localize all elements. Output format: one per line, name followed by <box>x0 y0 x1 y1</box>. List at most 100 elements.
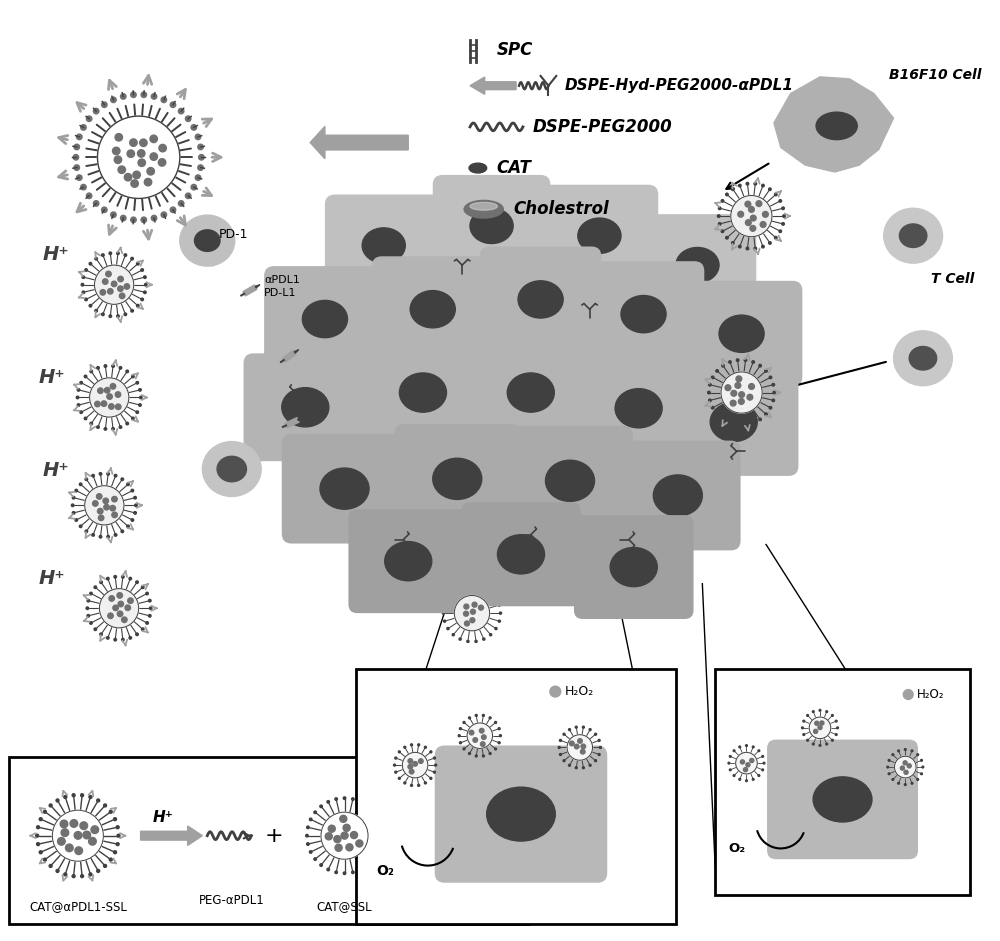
Ellipse shape <box>362 228 405 263</box>
Circle shape <box>122 617 127 623</box>
Circle shape <box>826 710 828 712</box>
Circle shape <box>335 871 337 873</box>
Circle shape <box>111 281 117 287</box>
Circle shape <box>447 628 449 630</box>
FancyBboxPatch shape <box>541 184 658 287</box>
Circle shape <box>126 423 128 424</box>
Circle shape <box>134 512 136 514</box>
Circle shape <box>470 617 475 623</box>
Circle shape <box>60 821 68 828</box>
Circle shape <box>97 869 100 872</box>
Circle shape <box>306 835 308 837</box>
Circle shape <box>398 777 400 779</box>
Circle shape <box>99 589 139 628</box>
Circle shape <box>327 869 330 870</box>
Circle shape <box>735 383 741 389</box>
Circle shape <box>137 305 139 307</box>
Circle shape <box>127 525 129 528</box>
FancyBboxPatch shape <box>480 247 601 352</box>
Circle shape <box>64 795 67 799</box>
Circle shape <box>900 766 904 770</box>
Circle shape <box>320 805 322 807</box>
Ellipse shape <box>487 788 555 841</box>
Circle shape <box>490 591 492 593</box>
Circle shape <box>82 276 85 279</box>
Ellipse shape <box>894 331 952 386</box>
Circle shape <box>569 728 570 730</box>
Circle shape <box>599 746 601 748</box>
Circle shape <box>430 751 432 753</box>
Circle shape <box>114 818 116 821</box>
Circle shape <box>137 150 145 157</box>
Circle shape <box>447 597 449 598</box>
Circle shape <box>112 365 114 367</box>
Circle shape <box>812 743 814 745</box>
Circle shape <box>729 756 731 758</box>
Circle shape <box>97 508 103 514</box>
Text: B16F10 Cell: B16F10 Cell <box>889 68 981 82</box>
Circle shape <box>95 310 97 312</box>
Circle shape <box>718 223 721 225</box>
Circle shape <box>131 310 133 312</box>
Circle shape <box>495 722 497 724</box>
Ellipse shape <box>470 208 513 244</box>
FancyBboxPatch shape <box>433 175 550 277</box>
Circle shape <box>119 425 122 428</box>
FancyBboxPatch shape <box>507 426 633 535</box>
Circle shape <box>352 871 354 873</box>
Circle shape <box>732 188 734 190</box>
Circle shape <box>807 740 808 742</box>
Text: O₂: O₂ <box>729 842 746 855</box>
Circle shape <box>111 97 116 103</box>
Circle shape <box>76 396 79 399</box>
FancyBboxPatch shape <box>469 339 593 446</box>
Circle shape <box>141 269 143 271</box>
Circle shape <box>94 586 97 588</box>
Circle shape <box>124 254 127 256</box>
Circle shape <box>343 824 350 831</box>
Circle shape <box>475 640 477 643</box>
Circle shape <box>83 831 91 838</box>
Circle shape <box>178 200 184 206</box>
Ellipse shape <box>507 373 554 412</box>
Circle shape <box>107 636 109 639</box>
Circle shape <box>80 821 88 830</box>
Circle shape <box>118 166 125 173</box>
Circle shape <box>826 743 828 745</box>
Circle shape <box>107 472 109 475</box>
Circle shape <box>917 754 919 756</box>
Ellipse shape <box>615 389 662 428</box>
Circle shape <box>49 865 52 868</box>
FancyBboxPatch shape <box>264 266 386 372</box>
Circle shape <box>887 766 889 768</box>
Circle shape <box>495 748 497 750</box>
Circle shape <box>109 252 112 255</box>
Circle shape <box>464 621 469 626</box>
Circle shape <box>75 489 78 492</box>
Circle shape <box>102 279 108 284</box>
Circle shape <box>892 754 894 756</box>
Circle shape <box>411 785 413 787</box>
Circle shape <box>408 764 413 769</box>
FancyBboxPatch shape <box>574 515 694 619</box>
Circle shape <box>128 598 133 603</box>
Circle shape <box>709 399 711 402</box>
Circle shape <box>198 165 203 170</box>
Circle shape <box>598 740 600 742</box>
Circle shape <box>140 396 142 399</box>
Circle shape <box>90 378 129 417</box>
Circle shape <box>749 384 754 390</box>
Circle shape <box>732 242 734 245</box>
FancyBboxPatch shape <box>244 354 367 461</box>
Circle shape <box>898 782 899 784</box>
Text: DSPE-PEG2000: DSPE-PEG2000 <box>533 118 673 136</box>
Circle shape <box>921 759 922 761</box>
Circle shape <box>114 474 117 477</box>
Circle shape <box>81 875 84 878</box>
Circle shape <box>96 494 102 499</box>
Circle shape <box>479 728 484 733</box>
Circle shape <box>480 742 485 746</box>
Circle shape <box>144 276 146 279</box>
Circle shape <box>809 717 831 739</box>
Circle shape <box>131 489 134 492</box>
